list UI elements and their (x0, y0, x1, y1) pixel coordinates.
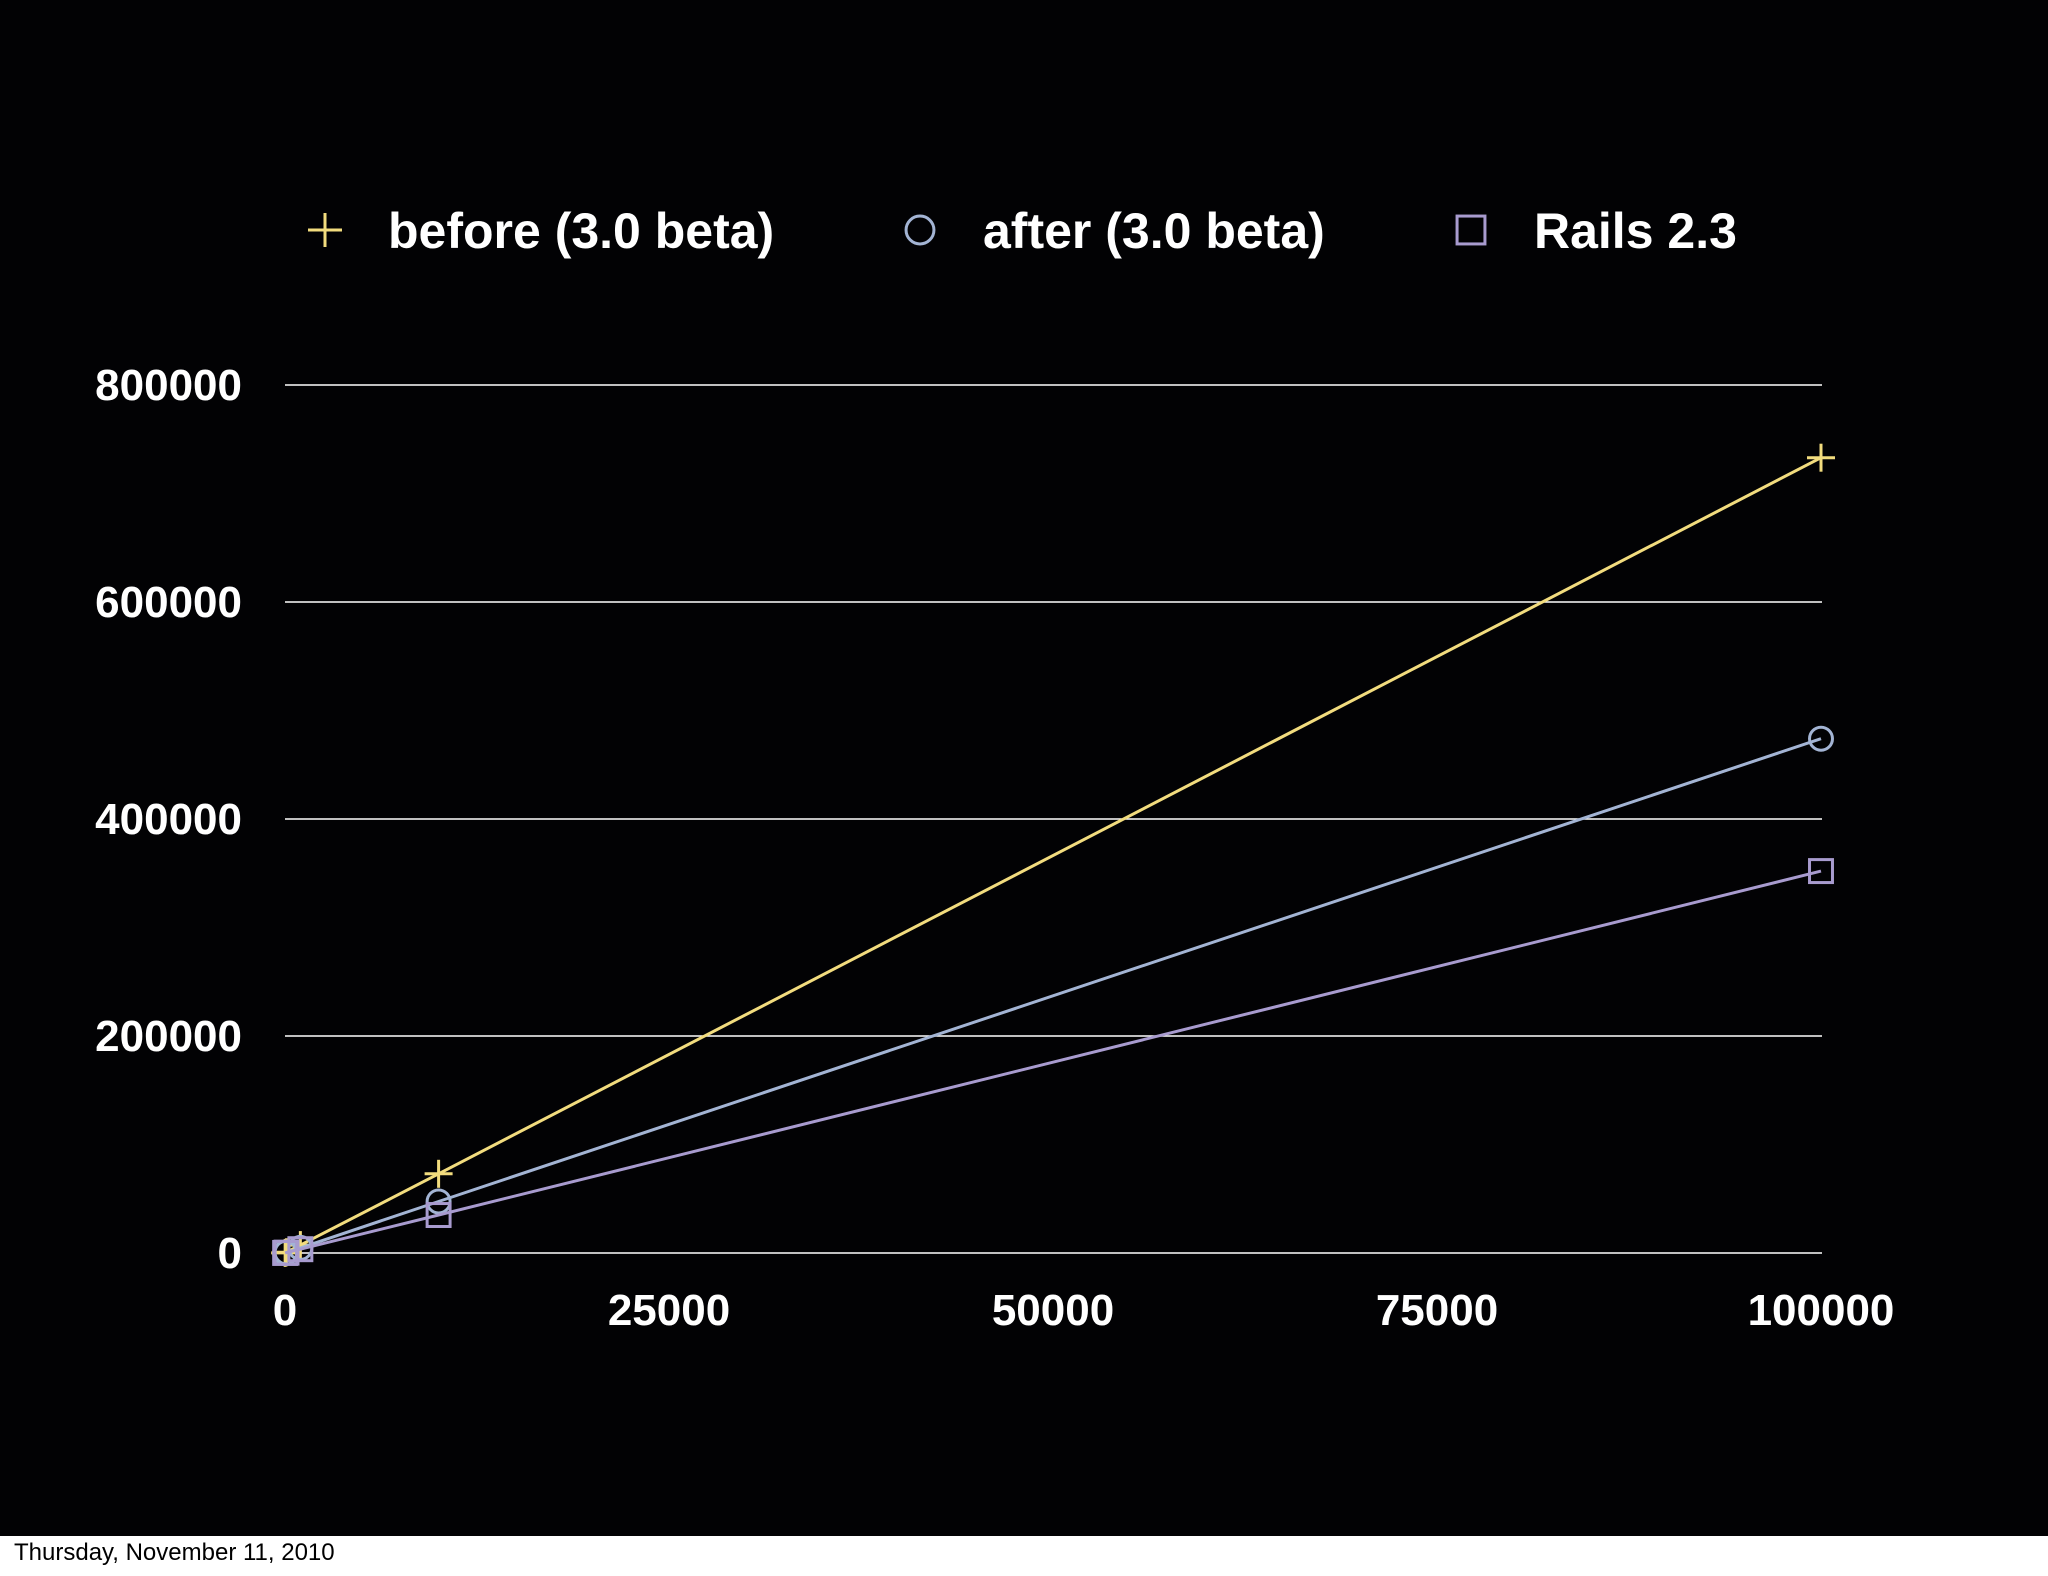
legend-item: before (3.0 beta) (308, 203, 774, 259)
legend-label: before (3.0 beta) (388, 203, 774, 259)
x-axis: 0 25000 50000 75000 100000 (273, 1286, 1895, 1335)
data-point (287, 1236, 314, 1263)
series-line (284, 737, 1822, 1255)
data-point (1808, 858, 1834, 885)
legend-item: after (3.0 beta) (904, 203, 1325, 259)
series-line (284, 456, 1822, 1255)
x-tick-label: 50000 (992, 1286, 1114, 1335)
y-tick-label: 800000 (95, 361, 242, 410)
data-point (424, 1159, 453, 1188)
series-line (284, 869, 1822, 1255)
line-chart: before (3.0 beta) after (3.0 beta) Rails 2… (95, 203, 1895, 1335)
series-3 (272, 858, 1834, 1266)
legend-label: after (3.0 beta) (983, 203, 1325, 259)
data-point (273, 1239, 300, 1266)
legend-item: Rails 2.3 (1455, 203, 1737, 259)
y-tick-label: 400000 (95, 795, 242, 844)
x-tick-label: 75000 (1376, 1286, 1498, 1335)
gridlines (285, 384, 1822, 1254)
data-point (425, 1202, 452, 1229)
y-tick-label: 200000 (95, 1012, 242, 1061)
legend-marker (904, 214, 936, 246)
y-axis: 0 200000 400000 600000 800000 (95, 361, 242, 1278)
series-2 (272, 725, 1834, 1266)
data-point (1808, 725, 1834, 752)
slide: before (3.0 beta) after (3.0 beta) Rails 2… (0, 0, 2048, 1536)
series-1 (271, 443, 1835, 1267)
y-tick-label: 0 (218, 1229, 242, 1278)
legend: before (3.0 beta) after (3.0 beta) Rails 2… (308, 203, 1737, 259)
footer-date: Thursday, November 11, 2010 (14, 1539, 335, 1566)
data-point (1807, 443, 1835, 472)
x-tick-label: 25000 (608, 1286, 730, 1335)
series-lines (271, 443, 1835, 1267)
legend-marker (308, 213, 342, 247)
x-tick-label: 0 (273, 1286, 297, 1335)
y-tick-label: 600000 (95, 578, 242, 627)
legend-marker (1455, 214, 1487, 246)
data-point (425, 1188, 452, 1215)
x-tick-label: 100000 (1748, 1286, 1895, 1335)
legend-label: Rails 2.3 (1534, 203, 1737, 259)
